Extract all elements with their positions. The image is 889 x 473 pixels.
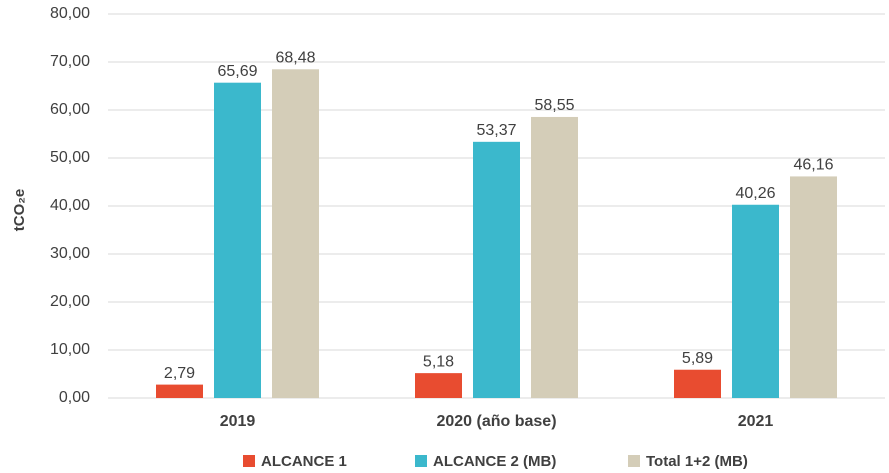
bar (732, 204, 779, 398)
value-label: 5,89 (682, 350, 713, 367)
legend-swatch (628, 455, 640, 467)
bar (531, 116, 578, 399)
legend-text: ALCANCE 2 (MB) (433, 453, 556, 470)
value-label: 65,69 (217, 63, 257, 80)
y-tick-label: 70,00 (50, 53, 90, 70)
y-axis-label: tCO₂e (11, 189, 28, 232)
bar (790, 176, 837, 398)
value-label: 53,37 (476, 122, 516, 139)
bar (214, 82, 261, 399)
legend-swatch (243, 455, 255, 467)
bar (156, 384, 203, 398)
y-tick-label: 10,00 (50, 341, 90, 358)
bar (473, 141, 520, 398)
y-tick-label: 0,00 (59, 389, 90, 406)
bar (674, 369, 721, 398)
value-label: 58,55 (534, 97, 574, 114)
legend-text: ALCANCE 1 (261, 453, 347, 470)
legend-text: Total 1+2 (MB) (646, 453, 748, 470)
bar (272, 69, 319, 399)
value-label: 46,16 (793, 157, 833, 174)
x-tick-label: 2021 (738, 413, 774, 430)
value-label: 2,79 (164, 365, 195, 382)
x-tick-label: 2019 (220, 413, 256, 430)
legend-swatch (415, 455, 427, 467)
bar (415, 373, 462, 398)
value-label: 5,18 (423, 353, 454, 370)
value-label: 68,48 (275, 50, 315, 67)
y-tick-label: 40,00 (50, 197, 90, 214)
y-tick-label: 20,00 (50, 293, 90, 310)
y-tick-label: 30,00 (50, 245, 90, 262)
x-tick-label: 2020 (año base) (436, 413, 556, 430)
y-tick-label: 50,00 (50, 149, 90, 166)
y-tick-label: 60,00 (50, 101, 90, 118)
value-label: 40,26 (735, 185, 775, 202)
y-tick-label: 80,00 (50, 5, 90, 22)
